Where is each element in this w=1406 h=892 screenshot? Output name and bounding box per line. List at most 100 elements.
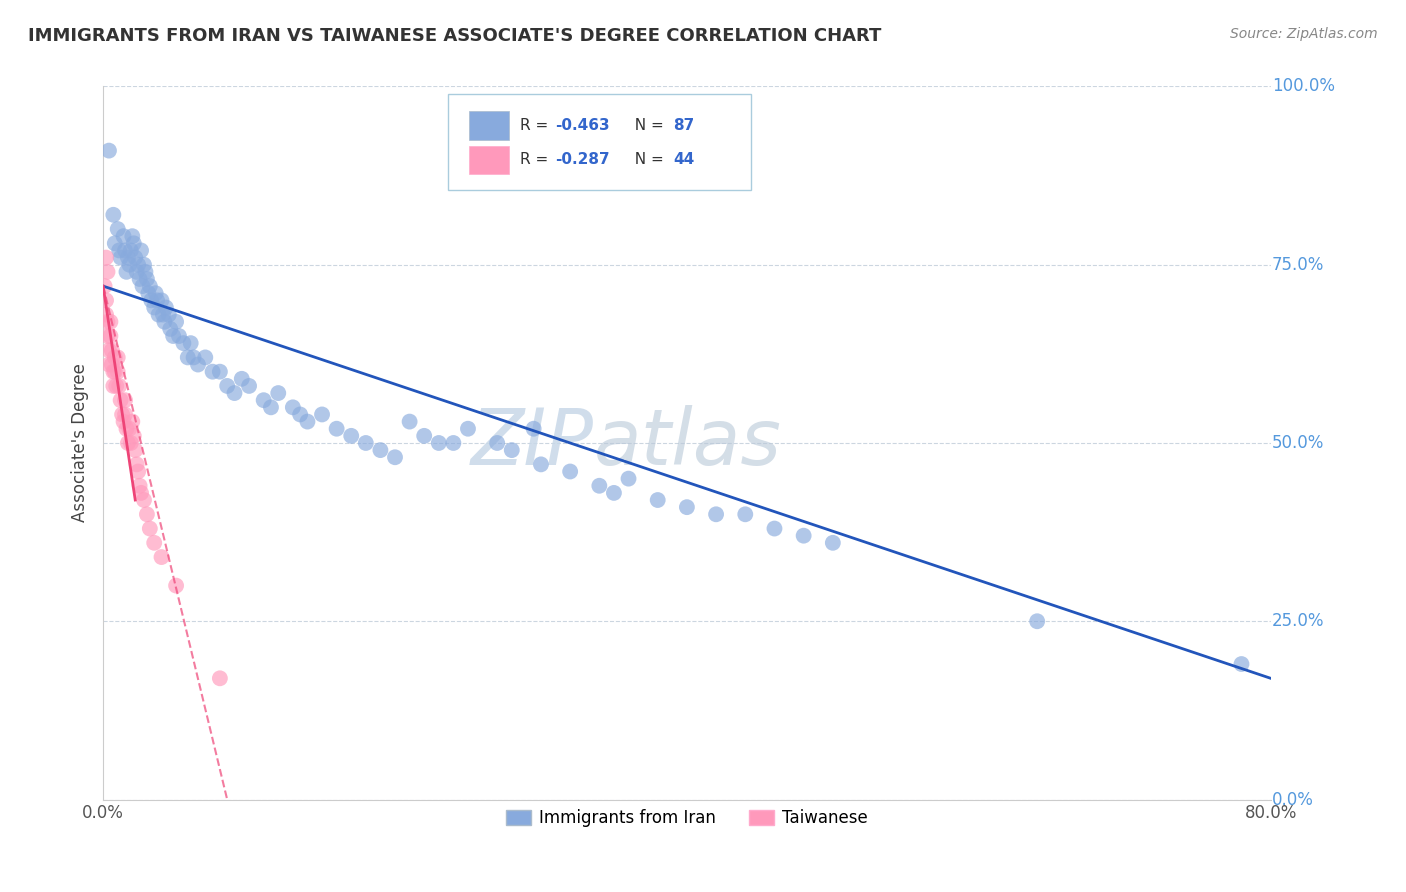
Text: N =: N = [626,118,669,133]
Point [217,379,239,393]
Point [118,422,141,436]
Point [617,472,640,486]
Point [121,229,143,244]
Point [676,500,699,515]
Point [734,508,756,522]
Text: N =: N = [626,153,669,168]
Point [127,258,149,272]
Point [128,272,150,286]
Point [398,415,420,429]
Point [208,365,231,379]
Point [110,251,132,265]
Point [588,479,610,493]
Point [118,258,141,272]
Point [281,401,304,415]
Point [120,436,142,450]
Text: Source: ZipAtlas.com: Source: ZipAtlas.com [1230,27,1378,41]
Point [110,393,132,408]
Point [231,372,253,386]
Text: 87: 87 [673,118,695,133]
Point [145,286,167,301]
Point [103,208,125,222]
Point [267,386,290,401]
Point [141,293,163,308]
Point [96,265,118,279]
Point [153,315,176,329]
FancyBboxPatch shape [468,145,509,174]
Point [194,351,217,365]
Point [98,358,121,372]
Text: 25.0%: 25.0% [1272,612,1324,631]
Point [108,244,131,258]
FancyBboxPatch shape [447,94,751,190]
Text: ZIP: ZIP [471,405,593,481]
Text: 0.0%: 0.0% [1272,790,1313,808]
Point [501,443,523,458]
Point [125,458,148,472]
Point [101,343,124,358]
Point [98,144,121,158]
Text: atlas: atlas [593,405,782,481]
Point [152,308,174,322]
Point [125,265,148,279]
Point [486,436,509,450]
Point [107,351,129,365]
FancyBboxPatch shape [468,112,509,140]
Point [325,422,347,436]
Point [112,229,135,244]
Point [260,401,283,415]
Point [94,251,117,265]
Point [603,486,626,500]
Point [96,329,118,343]
Point [1026,614,1049,628]
Point [297,415,319,429]
Point [100,315,122,329]
Point [114,408,136,422]
Point [143,536,166,550]
Point [413,429,436,443]
Point [122,429,145,443]
Point [135,508,157,522]
Point [143,301,166,315]
Point [763,522,786,536]
Point [172,336,194,351]
Point [132,258,155,272]
Text: 100.0%: 100.0% [1272,78,1334,95]
Point [150,293,173,308]
Text: -0.463: -0.463 [555,118,610,133]
Point [139,522,162,536]
Point [183,351,205,365]
Point [122,236,145,251]
Point [146,293,169,308]
Point [370,443,392,458]
Point [117,251,139,265]
Text: R =: R = [520,153,553,168]
Point [114,393,136,408]
Legend: Immigrants from Iran, Taiwanese: Immigrants from Iran, Taiwanese [499,803,875,834]
Point [159,322,181,336]
Point [157,308,180,322]
Point [135,272,157,286]
Point [1230,657,1253,671]
Point [354,436,377,450]
Point [108,379,131,393]
Point [457,422,479,436]
Point [98,343,121,358]
Point [132,493,155,508]
Point [523,422,546,436]
Point [165,315,187,329]
Point [124,251,146,265]
Point [115,265,138,279]
Point [340,429,363,443]
Point [139,279,162,293]
Point [253,393,276,408]
Point [138,286,160,301]
Point [427,436,450,450]
Point [129,486,152,500]
Point [134,265,156,279]
Point [96,315,118,329]
Point [121,415,143,429]
Text: -0.287: -0.287 [555,153,610,168]
Point [103,379,125,393]
Point [704,508,727,522]
